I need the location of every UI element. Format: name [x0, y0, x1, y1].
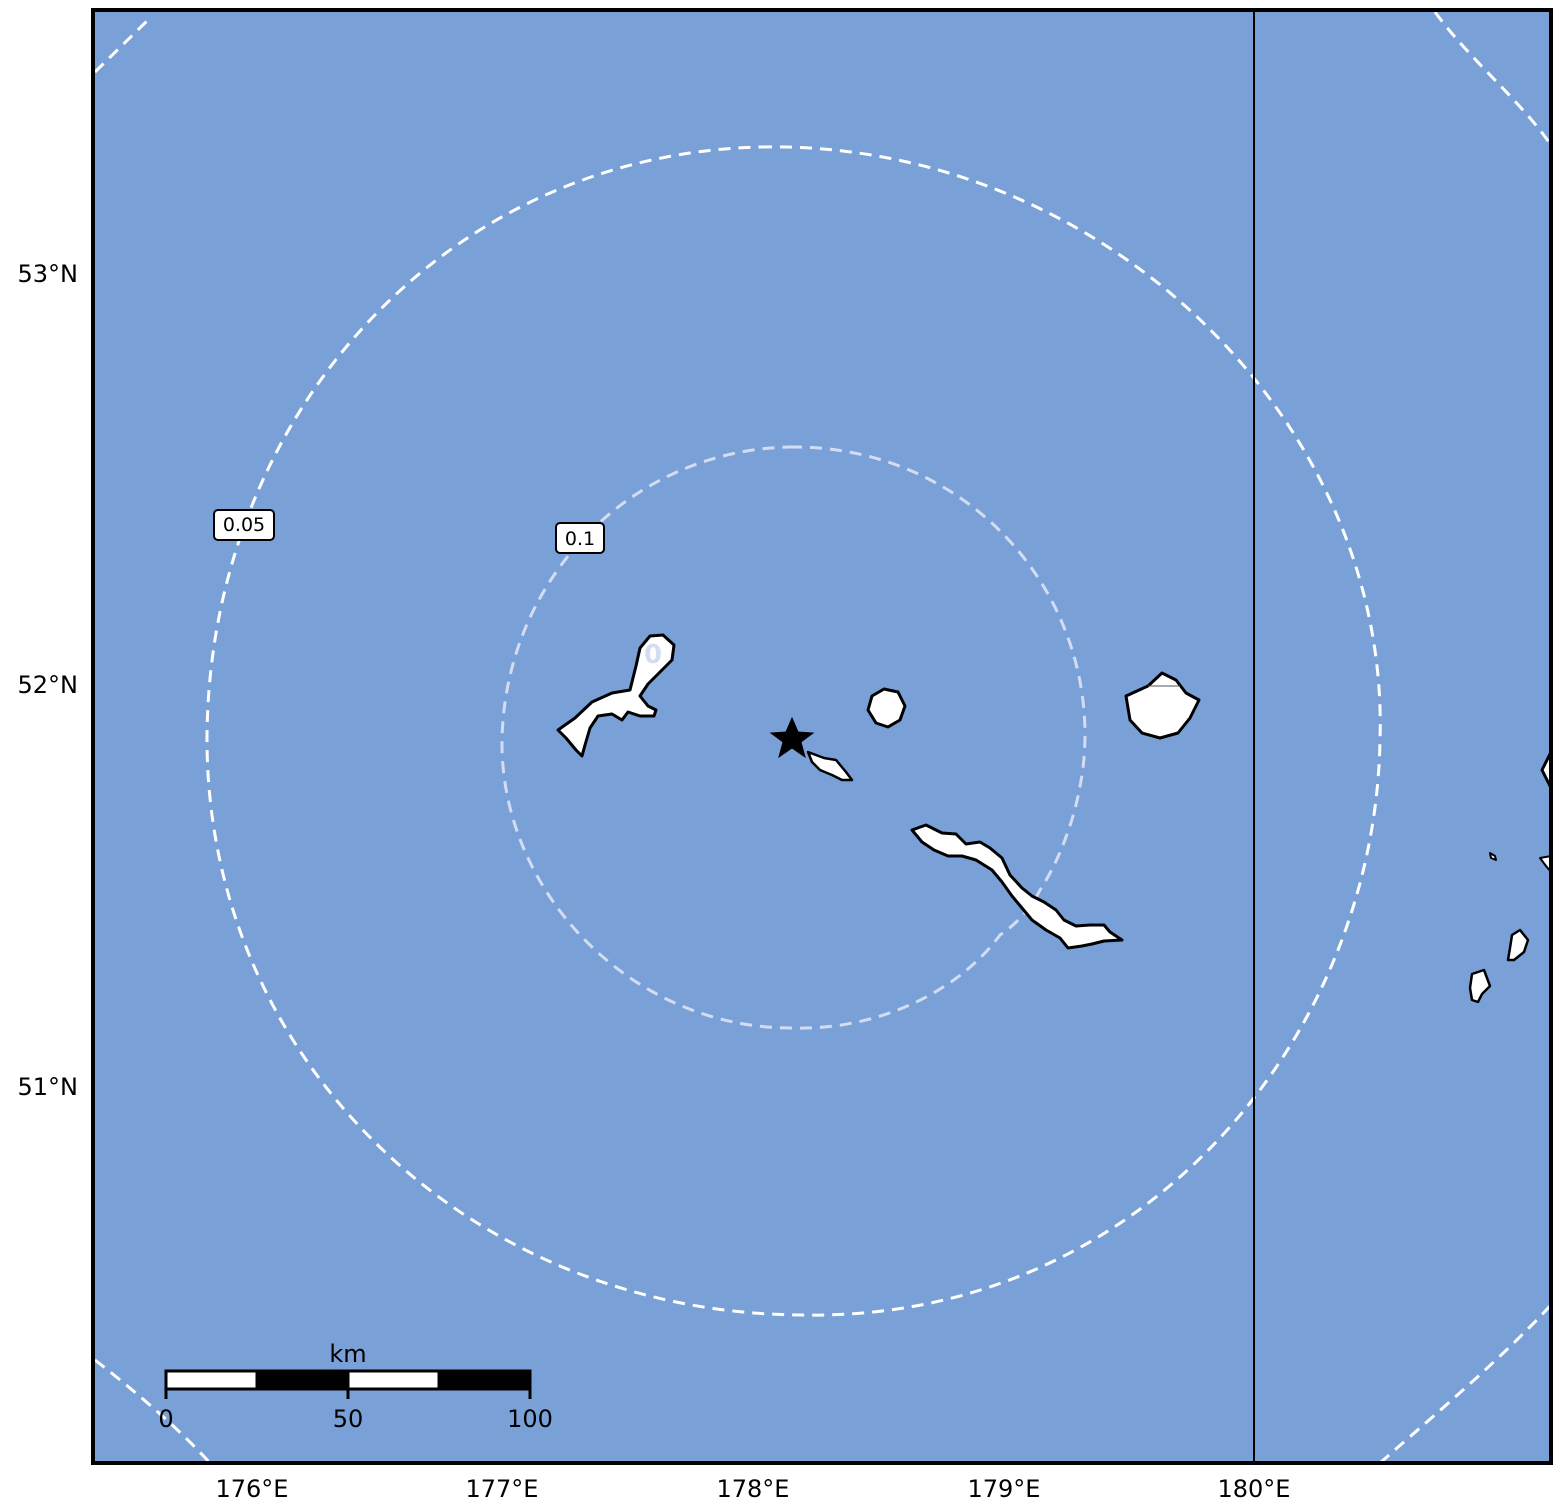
scale-bar-label-0: 0: [158, 1405, 173, 1433]
contour-line-0-1: [500, 445, 1087, 1030]
lat-tick-53n: 53°N: [18, 260, 79, 288]
contour-label-0-05: 0.05: [213, 509, 275, 541]
contour-line-outer-top-left: [93, 16, 152, 74]
epicenter-star-icon[interactable]: [769, 716, 815, 759]
scale-bar: km 0 50 100: [158, 1340, 553, 1433]
contour-label-0-05-text: 0.05: [223, 514, 265, 536]
scale-bar-label-100: 100: [507, 1405, 553, 1433]
ocean-background: [93, 10, 1551, 1463]
island-semisopochnoi: [1124, 671, 1201, 740]
contour-label-0-05-box: [213, 509, 275, 541]
scale-bar-unit: km: [329, 1340, 366, 1368]
island-little-kiska: [806, 750, 854, 782]
lon-tick-178e: 178°E: [717, 1475, 790, 1503]
lat-tick-52n: 52°N: [18, 671, 79, 699]
island-segula: [866, 687, 907, 729]
scale-bar-label-50: 50: [333, 1405, 364, 1433]
lon-tick-179e: 179°E: [968, 1475, 1041, 1503]
lon-tick-176e: 176°E: [216, 1475, 289, 1503]
lon-tick-180e: 180°E: [1218, 1475, 1291, 1503]
scale-bar-seg-4: [437, 1369, 532, 1391]
contour-line-outer-top-right: [1433, 11, 1553, 146]
island-se-2: [1468, 968, 1492, 1004]
contour-label-0-1-text: 0.1: [565, 528, 595, 550]
lon-tick-177e: 177°E: [466, 1475, 539, 1503]
island-amchitka: [910, 823, 1124, 950]
contour-label-0-1: 0.1: [555, 522, 605, 554]
lat-tick-51n: 51°N: [18, 1073, 79, 1101]
island-se-1: [1506, 928, 1530, 962]
island-kiska: [556, 633, 676, 758]
contour-stray-label: 0: [644, 640, 662, 670]
island-tiny-east: [1489, 852, 1497, 861]
scale-bar-seg-3: [346, 1369, 441, 1391]
scale-bar-seg-2: [255, 1369, 350, 1391]
map-frame: [91, 8, 1553, 1465]
contour-line-outer-bottom-left: [94, 1358, 212, 1465]
contour-line-outer-bottom-right: [1379, 1303, 1553, 1465]
contour-label-0-1-box: [555, 522, 605, 554]
contour-line-0-05: [205, 145, 1382, 1317]
scale-bar-seg-1: [164, 1369, 259, 1391]
